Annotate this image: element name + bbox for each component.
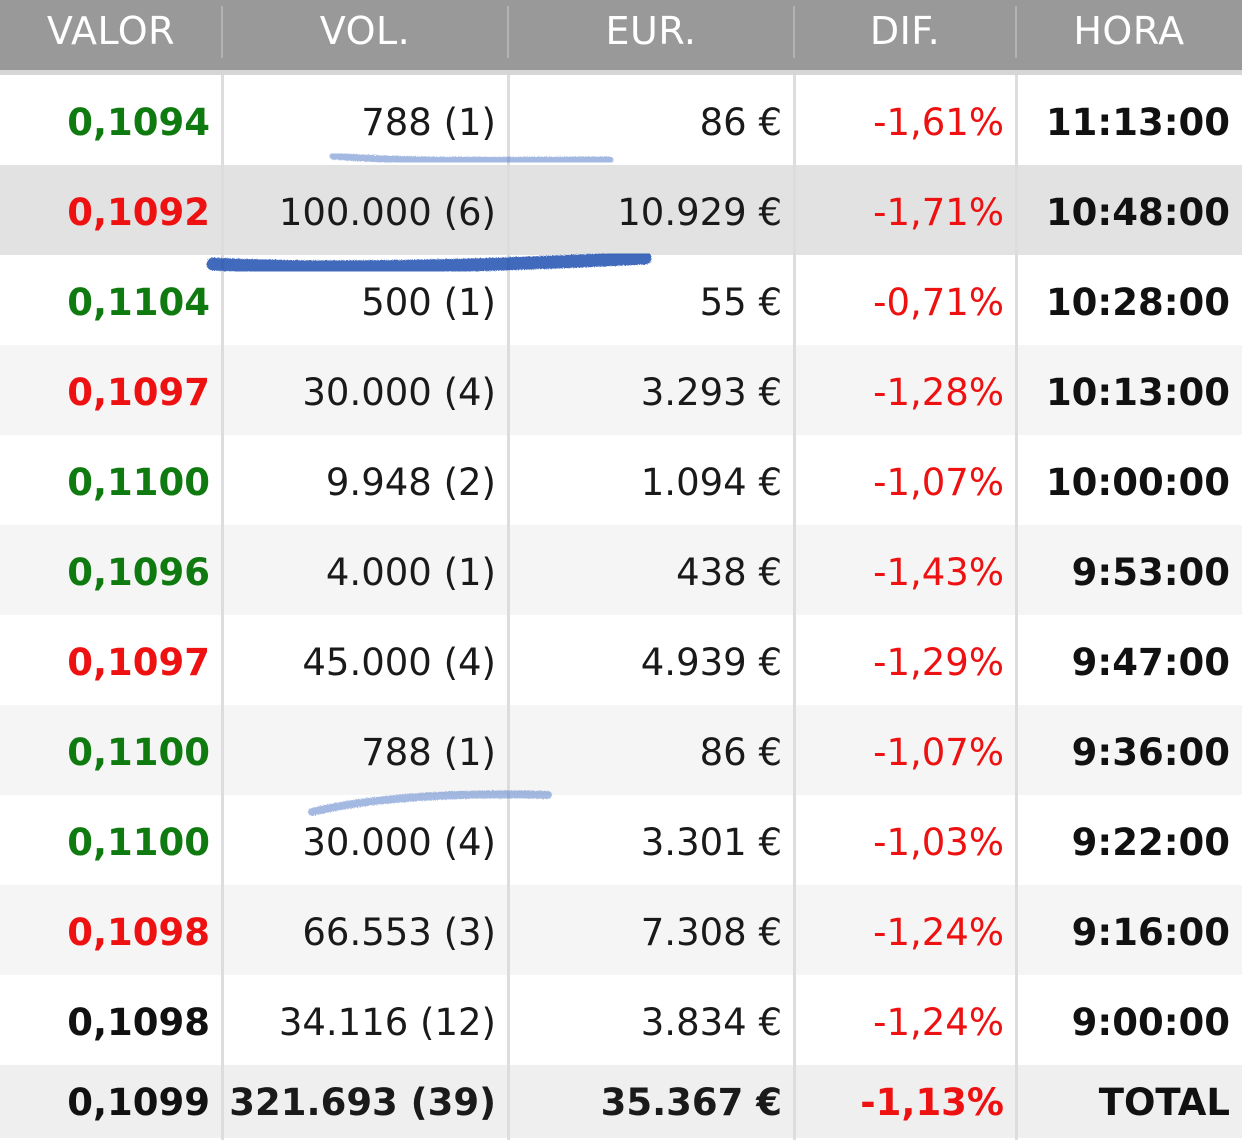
cell-dif: -0,71% — [873, 281, 1004, 324]
cell-dif: -1,24% — [873, 911, 1004, 954]
cell-dif: -1,24% — [873, 1001, 1004, 1044]
total-valor: 0,1099 — [67, 1081, 210, 1124]
header-valor[interactable]: VALOR — [46, 9, 176, 53]
cell-vol: 4.000 (1) — [325, 551, 496, 594]
cell-dif: -1,03% — [873, 821, 1004, 864]
cell-hora: 10:00:00 — [1045, 461, 1230, 504]
total-row: 0,1099 321.693 (39) 35.367 € -1,13% TOTA… — [0, 1065, 1242, 1138]
cell-dif: -1,07% — [873, 461, 1004, 504]
cell-vol: 45.000 (4) — [302, 641, 496, 684]
cell-eur: 1.094 € — [640, 461, 782, 504]
table-row: 0,1100 30.000 (4) 3.301 € -1,03% 9:22:00 — [0, 795, 1242, 885]
cell-hora: 10:28:00 — [1045, 281, 1230, 324]
table-row: 0,1100 788 (1) 86 € -1,07% 9:36:00 — [0, 705, 1242, 795]
header-divider — [793, 6, 795, 58]
total-dif: -1,13% — [860, 1081, 1004, 1124]
cell-eur: 3.293 € — [640, 371, 782, 414]
header-eur[interactable]: EUR. — [605, 9, 697, 53]
cell-valor: 0,1104 — [67, 281, 210, 324]
cell-dif: -1,29% — [873, 641, 1004, 684]
column-divider — [793, 75, 796, 1140]
cell-hora: 9:53:00 — [1071, 551, 1230, 594]
column-divider — [1015, 75, 1018, 1140]
cell-valor: 0,1098 — [67, 1001, 210, 1044]
column-divider — [507, 75, 510, 1140]
cell-valor: 0,1100 — [67, 461, 210, 504]
cell-valor: 0,1096 — [67, 551, 210, 594]
table-row: 0,1098 66.553 (3) 7.308 € -1,24% 9:16:00 — [0, 885, 1242, 975]
header-divider — [507, 6, 509, 58]
table-row: 0,1096 4.000 (1) 438 € -1,43% 9:53:00 — [0, 525, 1242, 615]
cell-vol: 66.553 (3) — [302, 911, 496, 954]
cell-eur: 86 € — [699, 101, 782, 144]
cell-dif: -1,61% — [873, 101, 1004, 144]
cell-vol: 9.948 (2) — [325, 461, 496, 504]
cell-hora: 10:48:00 — [1045, 191, 1230, 234]
column-divider — [221, 75, 224, 1140]
total-hora: TOTAL — [1098, 1081, 1230, 1124]
table-row: 0,1092 100.000 (6) 10.929 € -1,71% 10:48… — [0, 165, 1242, 255]
cell-valor: 0,1092 — [67, 191, 210, 234]
table-row: 0,1100 9.948 (2) 1.094 € -1,07% 10:00:00 — [0, 435, 1242, 525]
table-row: 0,1097 30.000 (4) 3.293 € -1,28% 10:13:0… — [0, 345, 1242, 435]
cell-eur: 10.929 € — [617, 191, 782, 234]
cell-dif: -1,07% — [873, 731, 1004, 774]
table-row: 0,1097 45.000 (4) 4.939 € -1,29% 9:47:00 — [0, 615, 1242, 705]
table-row: 0,1098 34.116 (12) 3.834 € -1,24% 9:00:0… — [0, 975, 1242, 1065]
header-divider — [221, 6, 223, 58]
cell-hora: 9:00:00 — [1071, 1001, 1230, 1044]
cell-vol: 30.000 (4) — [302, 821, 496, 864]
cell-hora: 11:13:00 — [1045, 101, 1230, 144]
cell-vol: 788 (1) — [361, 101, 496, 144]
header-dif[interactable]: DIF. — [869, 9, 941, 53]
cell-eur: 3.301 € — [640, 821, 782, 864]
cell-vol: 788 (1) — [361, 731, 496, 774]
cell-valor: 0,1097 — [67, 641, 210, 684]
cell-valor: 0,1100 — [67, 821, 210, 864]
cell-valor: 0,1094 — [67, 101, 210, 144]
cell-dif: -1,71% — [873, 191, 1004, 234]
total-eur: 35.367 € — [600, 1081, 782, 1124]
cell-eur: 55 € — [699, 281, 782, 324]
cell-hora: 9:36:00 — [1071, 731, 1230, 774]
cell-eur: 7.308 € — [640, 911, 782, 954]
header-vol[interactable]: VOL. — [319, 9, 411, 53]
table-row: 0,1094 788 (1) 86 € -1,61% 11:13:00 — [0, 75, 1242, 165]
cell-vol: 34.116 (12) — [278, 1001, 496, 1044]
cell-eur: 438 € — [676, 551, 782, 594]
cell-vol: 500 (1) — [361, 281, 496, 324]
cell-vol: 30.000 (4) — [302, 371, 496, 414]
total-vol: 321.693 (39) — [229, 1081, 496, 1124]
cell-valor: 0,1100 — [67, 731, 210, 774]
cell-hora: 10:13:00 — [1045, 371, 1230, 414]
cell-eur: 3.834 € — [640, 1001, 782, 1044]
cell-hora: 9:22:00 — [1071, 821, 1230, 864]
cell-valor: 0,1098 — [67, 911, 210, 954]
table-row: 0,1104 500 (1) 55 € -0,71% 10:28:00 — [0, 255, 1242, 345]
cell-eur: 4.939 € — [640, 641, 782, 684]
cell-vol: 100.000 (6) — [278, 191, 496, 234]
header-divider — [1015, 6, 1017, 58]
cell-dif: -1,28% — [873, 371, 1004, 414]
cell-hora: 9:16:00 — [1071, 911, 1230, 954]
cell-hora: 9:47:00 — [1071, 641, 1230, 684]
cell-eur: 86 € — [699, 731, 782, 774]
table-header: VALOR VOL. EUR. DIF. HORA — [0, 0, 1242, 75]
cell-valor: 0,1097 — [67, 371, 210, 414]
cell-dif: -1,43% — [873, 551, 1004, 594]
header-hora[interactable]: HORA — [1073, 9, 1185, 53]
